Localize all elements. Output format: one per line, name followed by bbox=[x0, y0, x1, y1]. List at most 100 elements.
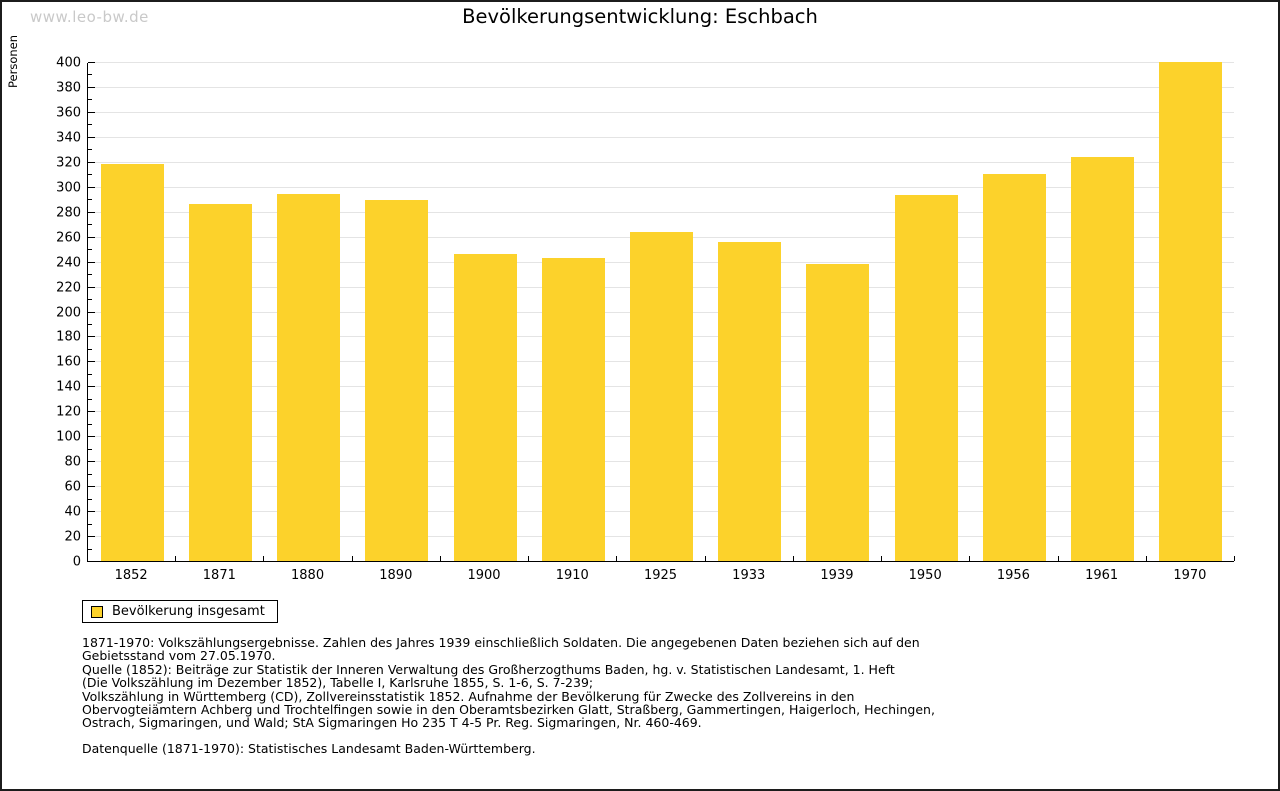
gridline bbox=[88, 86, 1234, 88]
footnote-line: Volkszählung in Württemberg (CD), Zollve… bbox=[82, 688, 855, 704]
datasource-note: Datenquelle (1871-1970): Statistisches L… bbox=[82, 741, 536, 756]
x-axis-tick-label: 1890 bbox=[379, 568, 413, 583]
gridline bbox=[88, 186, 1234, 188]
x-axis-tick bbox=[1057, 556, 1059, 561]
bar-1871 bbox=[188, 204, 252, 561]
x-axis-tick-label: 1961 bbox=[1085, 568, 1119, 583]
y-major-tick bbox=[88, 136, 95, 138]
x-axis-tick bbox=[528, 556, 530, 561]
bar-1933 bbox=[718, 241, 782, 561]
footnote-line: Obervogteiämtern Achberg und Trochtelfin… bbox=[82, 702, 935, 718]
x-axis-tick-label: 1900 bbox=[467, 568, 501, 583]
y-axis-tick-label: 200 bbox=[56, 305, 81, 320]
y-major-tick bbox=[88, 261, 95, 263]
y-axis-tick-label: 400 bbox=[56, 55, 81, 71]
footnotes: 1871-1970: Volkszählungsergebnisse. Zahl… bbox=[82, 636, 935, 730]
bar-1961 bbox=[1071, 156, 1135, 561]
y-minor-tick bbox=[88, 473, 92, 475]
y-major-tick bbox=[88, 211, 95, 213]
gridline bbox=[88, 111, 1234, 113]
y-minor-tick bbox=[88, 423, 92, 425]
footnote-line: 1871-1970: Volkszählungsergebnisse. Zahl… bbox=[82, 635, 920, 650]
y-minor-tick bbox=[88, 174, 92, 176]
y-axis-tick-label: 40 bbox=[64, 504, 81, 520]
x-axis-tick bbox=[881, 556, 883, 561]
x-axis-tick-label: 1950 bbox=[908, 568, 942, 583]
y-minor-tick bbox=[88, 548, 92, 550]
y-major-tick bbox=[88, 511, 95, 513]
footnote-line: (Die Volkszählung im Dezember 1852), Tab… bbox=[82, 675, 594, 691]
x-axis-tick bbox=[1234, 556, 1235, 561]
y-major-tick bbox=[88, 411, 95, 413]
x-axis-tick bbox=[175, 556, 177, 561]
y-axis-tick-label: 380 bbox=[56, 80, 81, 96]
y-major-tick bbox=[88, 386, 95, 388]
y-major-tick bbox=[88, 161, 95, 163]
x-axis-tick-label: 1933 bbox=[732, 568, 766, 583]
y-major-tick bbox=[88, 436, 95, 438]
x-axis-tick bbox=[439, 556, 441, 561]
y-major-tick bbox=[88, 186, 95, 188]
legend-swatch bbox=[91, 605, 103, 618]
footnote-line: Quelle (1852): Beiträge zur Statistik de… bbox=[82, 661, 895, 677]
x-axis-tick-label: 1939 bbox=[820, 568, 854, 583]
bar-1880 bbox=[277, 194, 341, 561]
x-axis-tick bbox=[351, 556, 353, 561]
y-minor-tick bbox=[88, 124, 92, 126]
y-axis-tick-label: 140 bbox=[56, 379, 81, 395]
x-axis-tick-label: 1871 bbox=[202, 568, 236, 583]
x-axis-tick-label: 1852 bbox=[114, 568, 148, 583]
x-axis-tick-label: 1970 bbox=[1173, 568, 1207, 583]
bar-1970 bbox=[1159, 62, 1223, 561]
y-minor-tick bbox=[88, 74, 92, 76]
x-axis-tick bbox=[969, 556, 971, 561]
plot-area bbox=[87, 62, 1235, 562]
y-minor-tick bbox=[88, 99, 92, 101]
gridline bbox=[88, 161, 1234, 163]
y-axis-tick-label: 340 bbox=[56, 130, 81, 146]
y-axis-tick-label: 20 bbox=[64, 529, 81, 545]
y-axis-tick-label: 100 bbox=[56, 429, 81, 445]
y-minor-tick bbox=[88, 323, 92, 325]
bar-1900 bbox=[453, 254, 517, 561]
x-axis-tick-label: 1880 bbox=[291, 568, 325, 583]
y-minor-tick bbox=[88, 249, 92, 251]
legend-label: Bevölkerung insgesamt bbox=[112, 604, 265, 619]
x-axis-tick-label: 1925 bbox=[643, 568, 678, 583]
y-minor-tick bbox=[88, 199, 92, 201]
y-major-tick bbox=[88, 62, 95, 63]
y-minor-tick bbox=[88, 348, 92, 350]
y-major-tick bbox=[88, 536, 95, 538]
y-axis-tick-label: 240 bbox=[56, 255, 81, 271]
watermark: www.leo-bw.de bbox=[30, 8, 149, 26]
y-axis-tick-label: 300 bbox=[56, 180, 81, 196]
y-axis-tick-label: 80 bbox=[64, 454, 81, 470]
bar-1950 bbox=[894, 195, 958, 561]
bar-1956 bbox=[982, 174, 1046, 561]
x-axis-tick bbox=[704, 556, 706, 561]
bar-1925 bbox=[630, 231, 693, 561]
gridline bbox=[88, 62, 1234, 63]
y-minor-tick bbox=[88, 523, 92, 525]
y-major-tick bbox=[88, 336, 95, 338]
x-axis-tick bbox=[1145, 556, 1147, 561]
gridline bbox=[88, 211, 1234, 213]
y-minor-tick bbox=[88, 448, 92, 450]
bar-1939 bbox=[806, 264, 870, 561]
y-axis-tick-label: 220 bbox=[56, 280, 81, 296]
y-axis-tick-label: 260 bbox=[56, 230, 81, 246]
y-major-tick bbox=[88, 461, 95, 463]
y-axis-tick-label: 320 bbox=[56, 155, 81, 171]
y-major-tick bbox=[88, 236, 95, 238]
bar-1852 bbox=[100, 164, 164, 561]
y-minor-tick bbox=[88, 398, 92, 400]
bar-1910 bbox=[541, 257, 605, 561]
y-axis-tick-label: 160 bbox=[56, 354, 81, 370]
y-minor-tick bbox=[88, 299, 92, 301]
x-axis-tick-label: 1910 bbox=[555, 568, 589, 583]
x-axis-tick bbox=[792, 556, 794, 561]
bar-1890 bbox=[365, 200, 429, 561]
footnote-line: Ostrach, Sigmaringen, und Wald; StA Sigm… bbox=[82, 715, 702, 731]
y-axis-tick-label: 280 bbox=[56, 205, 81, 221]
